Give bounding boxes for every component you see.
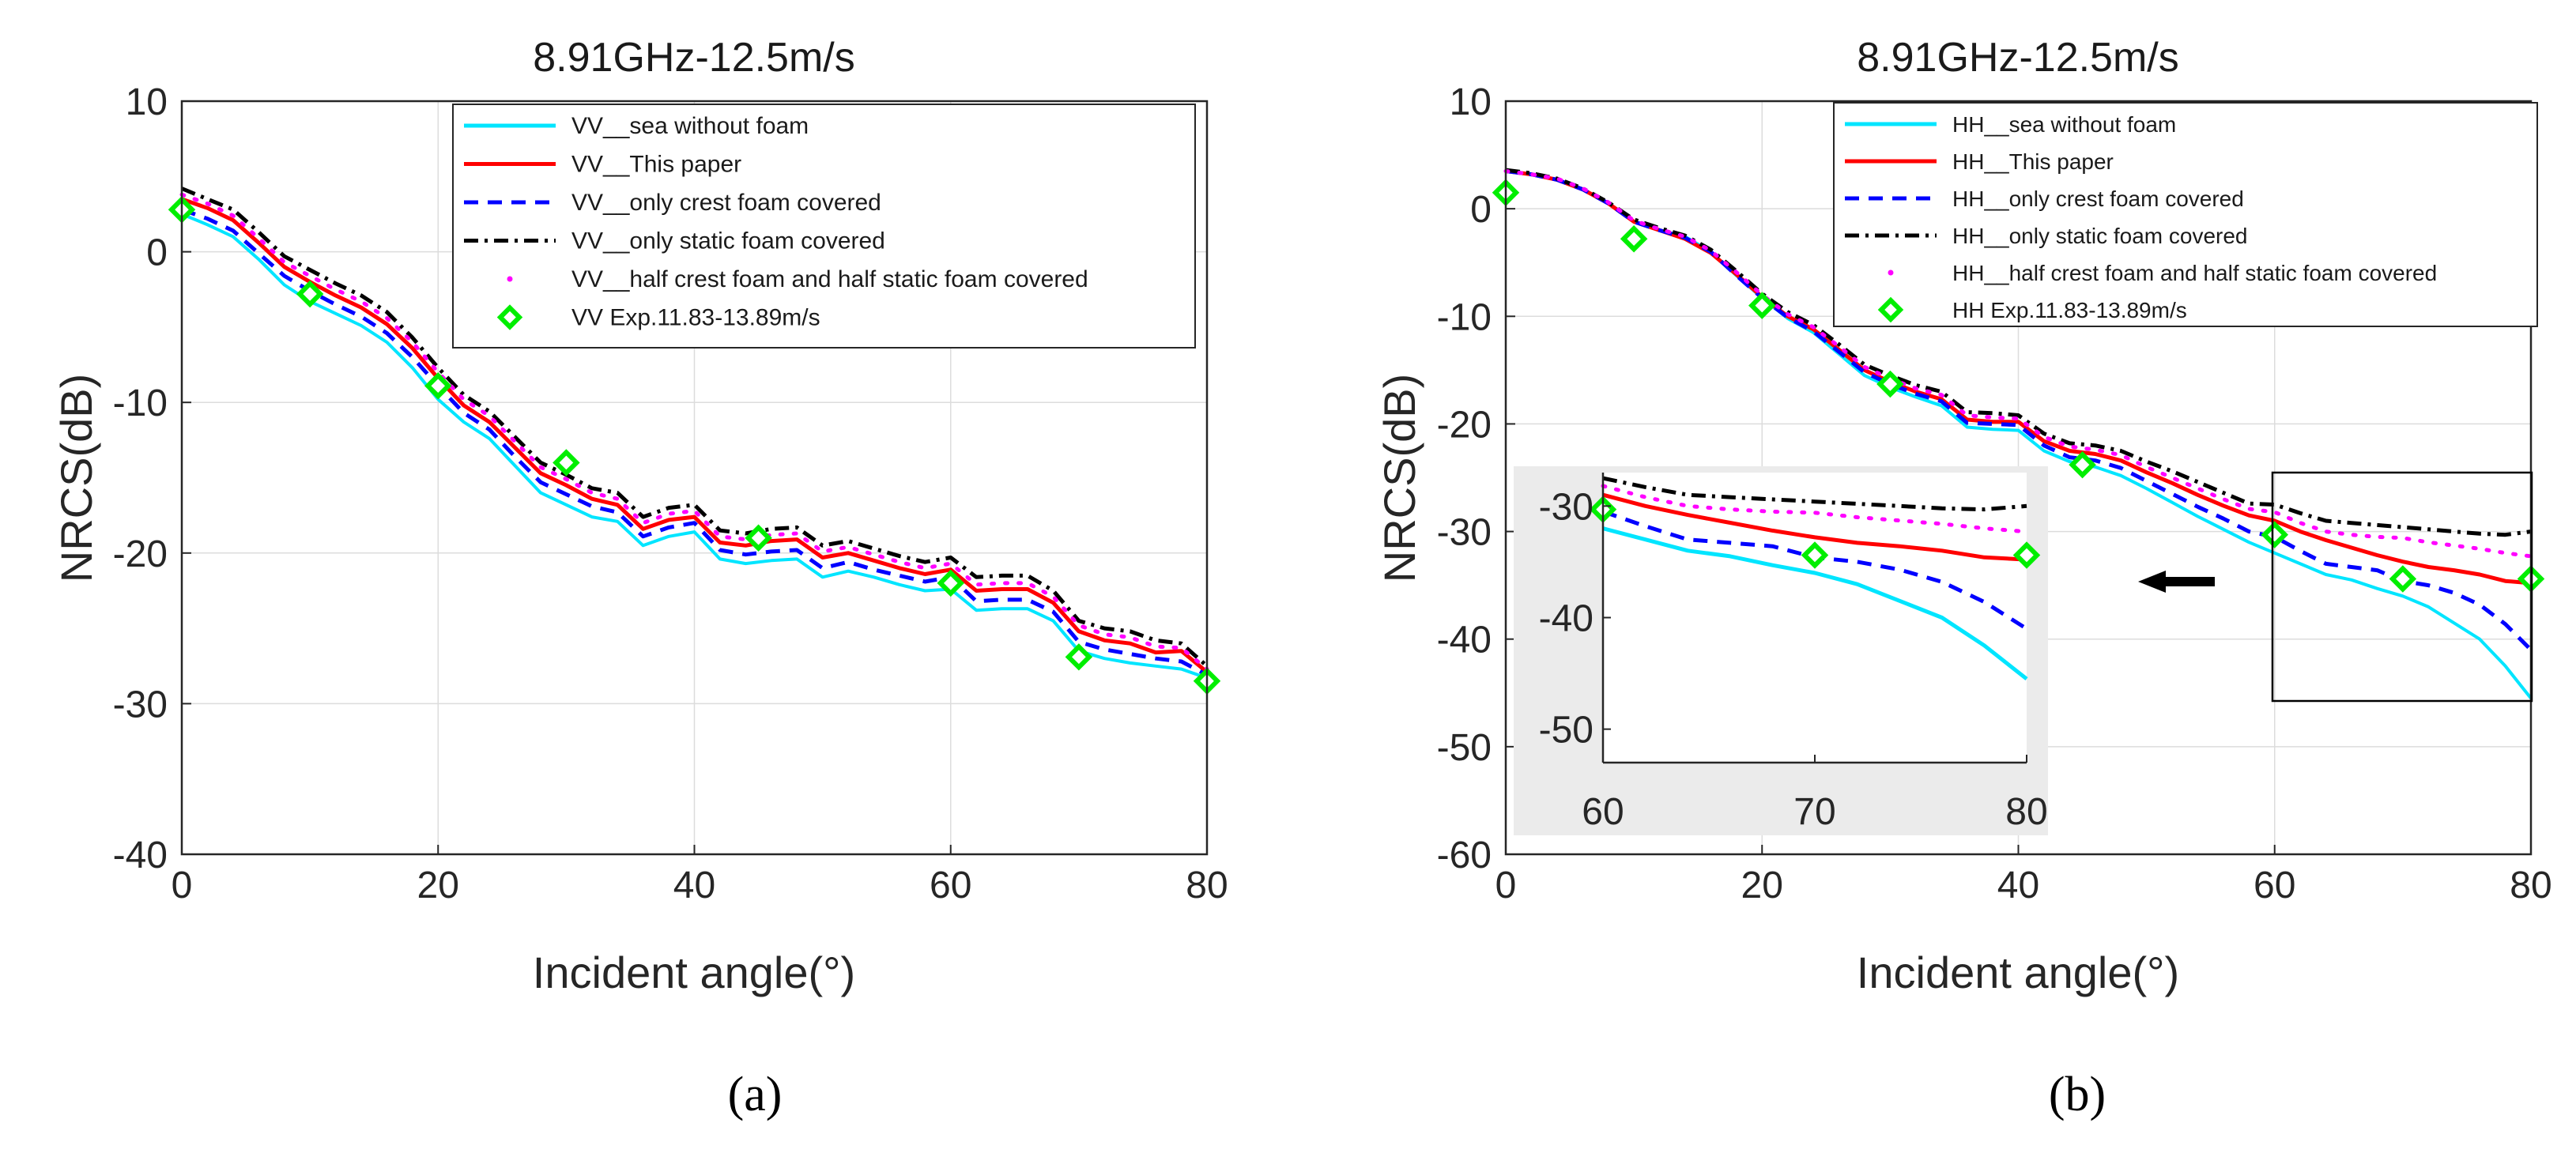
chart-a-y-tick-label-1: 0 (146, 232, 168, 274)
chart-b-y-axis-label: NRCS(dB) (1375, 374, 1424, 582)
chart-a-series-line-4 (179, 192, 1209, 672)
chart-b-legend-label-2: HH__only crest foam covered (1952, 187, 2244, 211)
chart-a-experiment-point-1 (296, 280, 324, 308)
chart-b-inset-series-line-3 (1602, 476, 2027, 512)
chart-a-experiment-point-3 (553, 449, 580, 477)
chart-b-x-tick-label-0: 0 (1495, 865, 1517, 906)
chart-b-legend-label-0: HH__sea without foam (1952, 112, 2176, 137)
chart-b-x-tick-label-2: 40 (1997, 865, 2039, 906)
zoom-region-box (2271, 471, 2533, 703)
chart-b-experiment-point-6 (2389, 565, 2417, 593)
chart-b-inset-series-line-0 (1602, 526, 2028, 681)
chart-a-x-tick-label-1: 20 (417, 865, 459, 906)
chart-a-experiment-point-6 (1065, 643, 1093, 671)
chart-a-legend-label-1: VV__This paper (571, 152, 741, 178)
chart-a-x-axis-label: Incident angle(°) (533, 948, 855, 997)
chart-a-legend-label-3: VV__only static foam covered (571, 228, 885, 254)
chart-b-experiment-point-2 (1748, 292, 1776, 319)
chart-b-legend-label-5: HH Exp.11.83-13.89m/s (1952, 298, 2187, 322)
chart-b-inset-y-tick-label-2: -50 (1539, 710, 1593, 752)
chart-b-y-tick-label-0: 10 (1450, 81, 1492, 123)
chart-b-x-axis-label: Incident angle(°) (1857, 948, 2179, 997)
chart-a-legend-box (452, 104, 1196, 349)
chart-a-x-tick-label-0: 0 (172, 865, 193, 906)
chart-b-inset-x-tick-label-0: 60 (1582, 791, 1624, 833)
chart-b-inset-y-tick-label-1: -40 (1539, 598, 1593, 640)
panel-label-a: (a) (728, 1068, 783, 1121)
chart-b-legend-label-1: HH__This paper (1952, 149, 2114, 174)
chart-b-inset: 60 70 80 -30 -40 -50 (1514, 466, 2048, 835)
chart-b-legend-label-3: HH__only static foam covered (1952, 224, 2248, 248)
chart-b-inset-x-tick-label-1: 70 (1793, 791, 1835, 833)
chart-a-legend-label-4: VV__half crest foam and half static foam… (571, 266, 1088, 292)
chart-b-y-tick-label-1: 0 (1470, 189, 1492, 231)
chart-b-inset-series-line-4 (1601, 484, 2029, 534)
chart-b-inset-experiment-point-7 (2012, 541, 2041, 569)
chart-b-experiment-point-4 (2069, 450, 2096, 479)
chart-b-experiment-point-1 (1620, 225, 1648, 253)
chart-a-experiment-point-4 (745, 524, 772, 552)
chart-b-inset-experiment-point-6 (1801, 541, 1829, 569)
chart-b-title: 8.91GHz-12.5m/s (1857, 35, 2179, 81)
chart-b-experiment-point-3 (1876, 370, 1904, 398)
chart-b-series-line-3 (1505, 168, 2532, 537)
chart-a-legend: VV__sea without foam VV__This paper VV__on… (452, 104, 1196, 349)
chart-b-experiment-point-5 (2261, 521, 2288, 548)
zoom-arrow-icon (2138, 571, 2215, 593)
chart-b-x-tick-label-4: 80 (2510, 865, 2551, 906)
chart-a-series-line-2 (181, 207, 1209, 677)
chart-b-legend-swatch-5 (1877, 296, 1904, 323)
chart-b-x-tick-label-1: 20 (1741, 865, 1783, 906)
chart-a-legend-label-2: VV__only crest foam covered (571, 190, 881, 216)
chart-a-experiment-point-2 (424, 371, 452, 400)
chart-a-legend-label-0: VV__sea without foam (571, 113, 809, 139)
chart-a-legend-swatch-4 (507, 276, 513, 282)
chart-a-series-line-1 (181, 197, 1209, 674)
chart-a-x-tick-label-3: 60 (930, 865, 971, 906)
chart-b-series-line-2 (1505, 169, 2533, 652)
chart-b-inset-x-tick-label-2: 80 (2005, 791, 2047, 833)
chart-a-y-tick-label-0: 10 (126, 81, 168, 123)
chart-b-legend-label-4: HH__half crest foam and half static foam… (1952, 261, 2437, 285)
chart-a-legend-swatch-5 (496, 304, 523, 330)
chart-b-inset-y-tick-label-0: -30 (1539, 486, 1593, 528)
chart-b-y-tick-label-6: -50 (1437, 727, 1492, 769)
chart-b-y-tick-label-5: -40 (1437, 620, 1492, 661)
chart-a-y-tick-label-3: -20 (113, 533, 168, 575)
chart-a-y-tick-label-5: -40 (113, 835, 168, 876)
chart-b-inset-series-line-1 (1602, 492, 2027, 562)
chart-a-series-line-3 (181, 187, 1209, 668)
chart-a-y-tick-label-2: -10 (113, 382, 168, 424)
chart-a-series-line-0 (181, 213, 1208, 680)
chart-a-x-tick-label-4: 80 (1186, 865, 1228, 906)
panel-label-b: (b) (2049, 1068, 2106, 1121)
chart-a-legend-label-5: VV Exp.11.83-13.89m/s (571, 305, 820, 331)
chart-a-title: 8.91GHz-12.5m/s (533, 35, 855, 81)
chart-b-legend-box (1833, 102, 2538, 327)
chart-a-y-axis-label: NRCS(dB) (51, 374, 101, 582)
chart-b-x-tick-label-3: 60 (2254, 865, 2295, 906)
chart-b-y-tick-label-2: -10 (1437, 296, 1492, 338)
chart-b-series-line-1 (1505, 169, 2532, 586)
chart-a-x-tick-label-2: 40 (673, 865, 715, 906)
chart-b-y-tick-label-4: -30 (1437, 512, 1492, 554)
chart-b-legend-swatch-4 (1888, 269, 1894, 276)
chart-b-y-tick-label-7: -60 (1437, 835, 1492, 876)
chart-a-experiment-point-5 (937, 569, 964, 597)
chart-b-y-tick-label-3: -20 (1437, 404, 1492, 446)
chart-b-legend: HH__sea without foam HH__This paper HH__on… (1833, 102, 2538, 327)
chart-a-y-tick-label-4: -30 (113, 684, 168, 725)
